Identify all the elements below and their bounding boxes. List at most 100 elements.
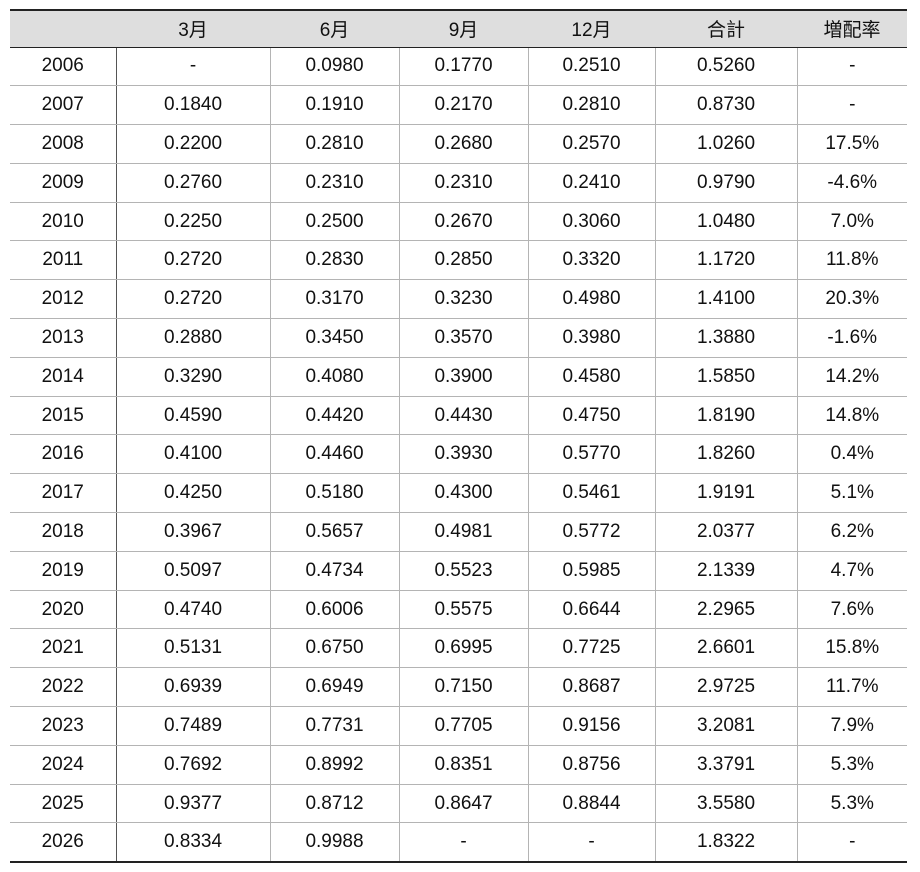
- september-cell: -: [398, 822, 528, 863]
- year-cell: 2022: [10, 667, 116, 708]
- march-cell: 0.2720: [115, 240, 270, 281]
- header-row: 3月 6月 9月 12月 合計 増配率: [10, 9, 907, 48]
- june-cell: 0.6949: [269, 667, 399, 708]
- table-row: 2009 0.2760 0.2310 0.2310 0.2410 0.9790 -4.6%: [10, 163, 907, 203]
- september-cell: 0.7705: [398, 706, 528, 746]
- march-cell: 0.2760: [115, 163, 270, 203]
- growth-rate-cell: -1.6%: [796, 318, 907, 358]
- table-row: 2023 0.7489 0.7731 0.7705 0.9156 3.2081 7.9%: [10, 706, 907, 746]
- header-year: [10, 9, 116, 48]
- march-cell: 0.2250: [115, 202, 270, 242]
- december-cell: 0.5461: [527, 473, 655, 514]
- table-row: 2024 0.7692 0.8992 0.8351 0.8756 3.3791 5.3%: [10, 745, 907, 785]
- june-cell: 0.3450: [269, 318, 399, 358]
- september-cell: 0.2680: [398, 124, 528, 164]
- december-cell: 0.7725: [527, 628, 655, 669]
- december-cell: 0.4750: [527, 396, 655, 436]
- total-cell: 1.8190: [654, 396, 797, 436]
- total-cell: 0.5260: [654, 47, 797, 87]
- header-september: 9月: [399, 9, 528, 48]
- march-cell: 0.7489: [115, 706, 270, 746]
- year-cell: 2011: [10, 240, 116, 281]
- september-cell: 0.8351: [398, 745, 528, 785]
- september-cell: 0.5523: [398, 551, 528, 591]
- june-cell: 0.4420: [269, 396, 399, 436]
- total-cell: 1.9191: [654, 473, 797, 514]
- table-row: 2007 0.1840 0.1910 0.2170 0.2810 0.8730-: [10, 85, 907, 126]
- growth-rate-cell: 4.7%: [796, 551, 907, 591]
- september-cell: 0.3570: [398, 318, 528, 358]
- year-cell: 2013: [10, 318, 116, 358]
- total-cell: 1.4100: [654, 279, 797, 320]
- table-row: 2019 0.5097 0.4734 0.5523 0.5985 2.1339 4.7%: [10, 551, 907, 591]
- header-december: 12月: [528, 9, 655, 48]
- september-cell: 0.4430: [398, 396, 528, 436]
- december-cell: 0.3320: [527, 240, 655, 281]
- march-cell: -: [115, 47, 270, 87]
- total-cell: 1.0480: [654, 202, 797, 242]
- growth-rate-cell: 5.3%: [796, 745, 907, 785]
- total-cell: 1.0260: [654, 124, 797, 164]
- table-row: 2012 0.2720 0.3170 0.3230 0.4980 1.4100 20.3%: [10, 279, 907, 320]
- december-cell: 0.3060: [527, 202, 655, 242]
- growth-rate-cell: 11.8%: [796, 240, 907, 281]
- september-cell: 0.2670: [398, 202, 528, 242]
- total-cell: 1.3880: [654, 318, 797, 358]
- year-cell: 2021: [10, 628, 116, 669]
- growth-rate-cell: 5.3%: [796, 784, 907, 824]
- march-cell: 0.5131: [115, 628, 270, 669]
- december-cell: 0.2410: [527, 163, 655, 203]
- dividend-table: 3月 6月 9月 12月 合計 増配率 2006-0.0980 0.1770 0.2510 0.…: [10, 9, 907, 863]
- year-cell: 2024: [10, 745, 116, 785]
- growth-rate-cell: -: [796, 85, 907, 126]
- december-cell: 0.5770: [527, 434, 655, 475]
- growth-rate-cell: 15.8%: [796, 628, 907, 669]
- june-cell: 0.8992: [269, 745, 399, 785]
- growth-rate-cell: 14.2%: [796, 357, 907, 397]
- june-cell: 0.3170: [269, 279, 399, 320]
- december-cell: 0.5772: [527, 512, 655, 552]
- header-total: 合計: [655, 9, 797, 48]
- total-cell: 3.3791: [654, 745, 797, 785]
- dividend-table-container: 3月 6月 9月 12月 合計 増配率 2006-0.0980 0.1770 0.2510 0.…: [10, 9, 907, 863]
- growth-rate-cell: -: [796, 822, 907, 863]
- september-cell: 0.3930: [398, 434, 528, 475]
- december-cell: -: [527, 822, 655, 863]
- growth-rate-cell: 6.2%: [796, 512, 907, 552]
- june-cell: 0.6006: [269, 590, 399, 630]
- growth-rate-cell: 7.0%: [796, 202, 907, 242]
- september-cell: 0.2850: [398, 240, 528, 281]
- december-cell: 0.4580: [527, 357, 655, 397]
- september-cell: 0.6995: [398, 628, 528, 669]
- header-june: 6月: [270, 9, 399, 48]
- table-row: 2020 0.4740 0.6006 0.5575 0.6644 2.2965 7.6%: [10, 590, 907, 630]
- september-cell: 0.2170: [398, 85, 528, 126]
- year-cell: 2023: [10, 706, 116, 746]
- header-growth-rate: 増配率: [797, 9, 907, 48]
- table-row: 2018 0.3967 0.5657 0.4981 0.5772 2.0377 6.2%: [10, 512, 907, 552]
- march-cell: 0.7692: [115, 745, 270, 785]
- table-row: 2015 0.4590 0.4420 0.4430 0.4750 1.8190 14.8%: [10, 396, 907, 436]
- total-cell: 1.8260: [654, 434, 797, 475]
- december-cell: 0.9156: [527, 706, 655, 746]
- year-cell: 2010: [10, 202, 116, 242]
- year-cell: 2026: [10, 822, 116, 863]
- total-cell: 1.1720: [654, 240, 797, 281]
- december-cell: 0.3980: [527, 318, 655, 358]
- total-cell: 2.0377: [654, 512, 797, 552]
- header-march: 3月: [116, 9, 270, 48]
- june-cell: 0.2310: [269, 163, 399, 203]
- december-cell: 0.4980: [527, 279, 655, 320]
- march-cell: 0.9377: [115, 784, 270, 824]
- table-row: 2014 0.3290 0.4080 0.3900 0.4580 1.5850 14.2%: [10, 357, 907, 397]
- june-cell: 0.5657: [269, 512, 399, 552]
- growth-rate-cell: 7.9%: [796, 706, 907, 746]
- table-row: 2026 0.8334 0.9988- -1.8322-: [10, 822, 907, 863]
- growth-rate-cell: 5.1%: [796, 473, 907, 514]
- september-cell: 0.3900: [398, 357, 528, 397]
- table-row: 2021 0.5131 0.6750 0.6995 0.7725 2.6601 15.8%: [10, 628, 907, 669]
- growth-rate-cell: 7.6%: [796, 590, 907, 630]
- june-cell: 0.2500: [269, 202, 399, 242]
- total-cell: 1.5850: [654, 357, 797, 397]
- september-cell: 0.4300: [398, 473, 528, 514]
